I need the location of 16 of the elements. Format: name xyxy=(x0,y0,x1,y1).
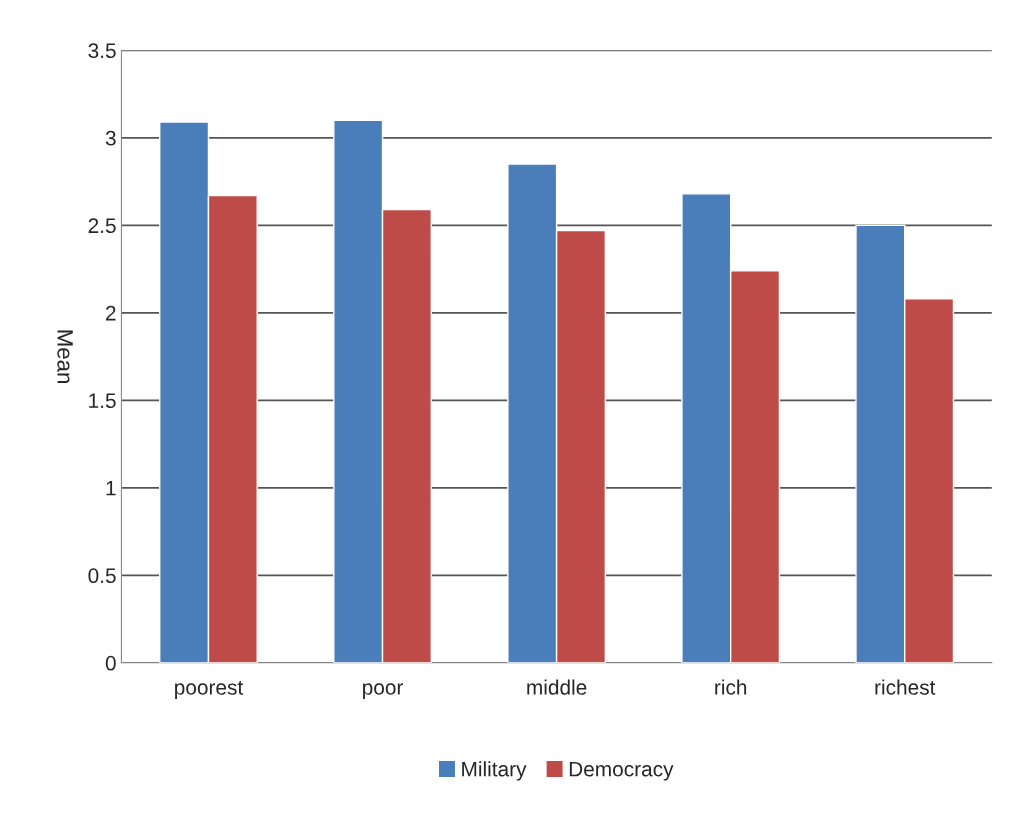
y-tick-label: 2 xyxy=(106,305,116,321)
x-tick-label: richest xyxy=(875,679,936,695)
legend-label: Democracy xyxy=(569,761,674,781)
x-tick-label: poorest xyxy=(175,681,244,699)
y-tick-label: 2.5 xyxy=(88,218,116,234)
y-tick-label: 3 xyxy=(105,130,116,146)
y-tick-label: 0.5 xyxy=(88,568,116,584)
x-tick-label: poor xyxy=(363,683,404,699)
y-tick-label: 3.5 xyxy=(88,43,116,59)
y-axis-title: Mean xyxy=(57,330,73,383)
x-tick-label: middle xyxy=(527,679,587,695)
x-tick-label: rich xyxy=(715,679,747,695)
y-tick-label: 1 xyxy=(106,481,116,496)
legend-label: Military xyxy=(462,761,527,781)
y-tick-label: 1.5 xyxy=(89,393,116,409)
y-tick-label: 0 xyxy=(105,655,116,671)
